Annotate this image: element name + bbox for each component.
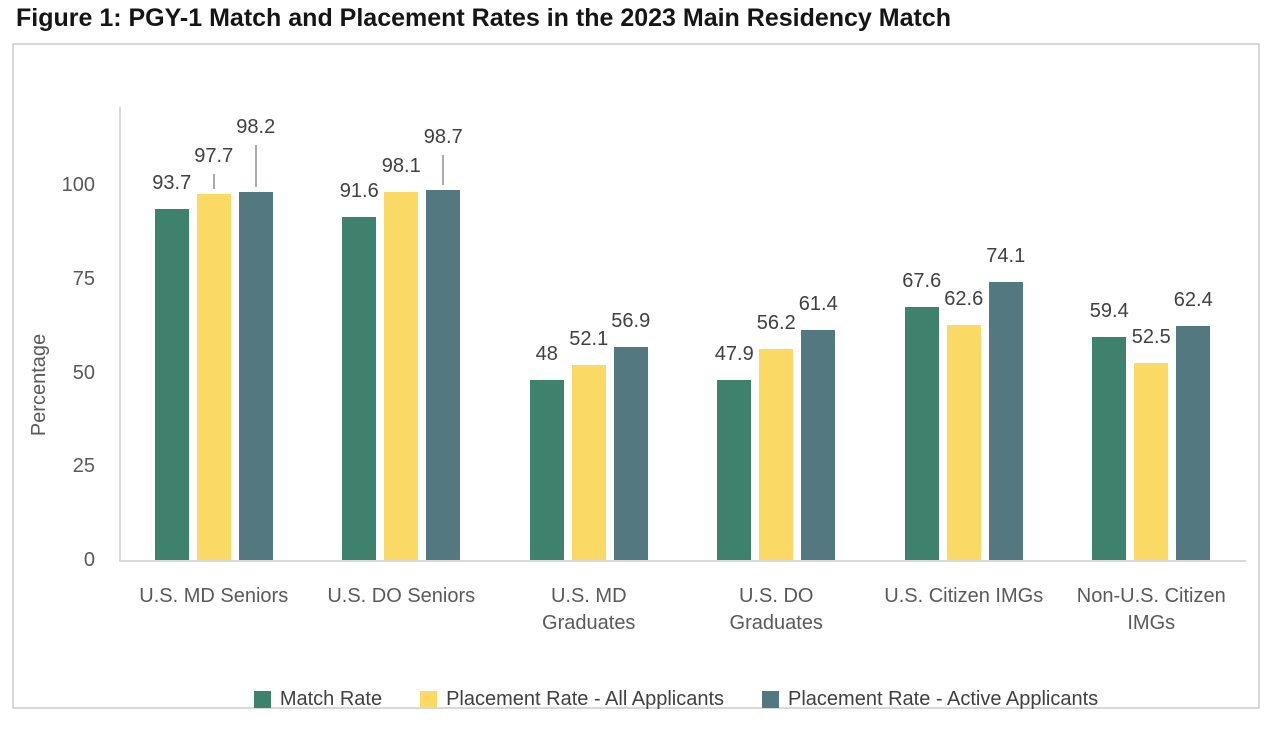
bar-value-label: 91.6 [339, 179, 379, 202]
data-label-leader-line [212, 173, 215, 189]
bar-value-label: 52.5 [1131, 326, 1171, 349]
bar-value-label: 62.4 [1173, 289, 1213, 311]
legend-swatch [420, 690, 438, 708]
bar-value-label: 67.6 [902, 269, 942, 292]
bar [384, 192, 419, 560]
bar-value-label: 48 [535, 343, 558, 365]
bar-value-label: 93.7 [152, 171, 192, 194]
bar-value-label: 61.4 [798, 292, 838, 315]
legend-item: Placement Rate - All Applicants [420, 688, 724, 711]
bar-value-label: 56.9 [611, 309, 651, 332]
bar [801, 329, 836, 560]
bar [1092, 337, 1127, 560]
x-axis-category-label: U.S. DO Graduates [729, 585, 823, 634]
bar [154, 208, 189, 560]
bar [1176, 326, 1211, 560]
bar-value-label: 74.1 [986, 245, 1026, 268]
bar [613, 346, 648, 560]
bar-value-label: 56.2 [756, 312, 796, 335]
bar [342, 216, 377, 560]
bar-value-label: 52.1 [569, 327, 609, 350]
x-axis-line [119, 560, 1246, 562]
bar-value-label: 47.9 [714, 343, 754, 366]
data-label-leader-line [442, 154, 445, 185]
bar [571, 364, 606, 560]
bar [529, 380, 564, 560]
bar [1134, 363, 1169, 560]
y-axis-tick-label: 50 [72, 361, 95, 384]
legend-label: Placement Rate - All Applicants [446, 687, 725, 710]
legend-label: Match Rate [279, 687, 383, 710]
bar [196, 193, 231, 560]
bar-value-label: 62.6 [944, 288, 984, 311]
bar-value-label: 59.4 [1089, 300, 1129, 323]
legend-item: Match Rate [253, 687, 383, 711]
y-axis-tick-label: 100 [61, 174, 95, 196]
y-axis-line [119, 107, 121, 562]
bar [426, 189, 461, 560]
bar [717, 380, 752, 560]
x-axis-category-label: U.S. Citizen IMGs [884, 585, 1044, 607]
bar-value-label: 98.7 [423, 125, 463, 148]
bar [904, 306, 939, 560]
x-axis-category-label: U.S. MD Graduates [542, 585, 636, 634]
chart-area: Percentage 0 25 50 75 100 93.7 91.6 48 47.9 67.6… [12, 43, 1260, 710]
bar-value-label: 98.1 [381, 155, 421, 178]
bar-value-label: 97.7 [194, 144, 234, 167]
legend: Match Rate Placement Rate - All Applicant… [54, 686, 1282, 712]
y-axis-tick-label: 75 [72, 267, 95, 290]
bar [759, 349, 794, 560]
figure-title: Figure 1: PGY-1 Match and Placement Rate… [16, 4, 952, 32]
legend-label: Placement Rate - Active Applicants [788, 687, 1099, 710]
bar [238, 191, 273, 560]
legend-swatch [253, 690, 271, 708]
legend-swatch [762, 690, 780, 708]
x-axis-category-label: U.S. DO Seniors [327, 585, 476, 607]
bar-value-label: 98.2 [236, 115, 276, 138]
legend-item: Placement Rate - Active Applicants [762, 688, 1098, 711]
x-axis-category-label: U.S. MD Seniors [139, 585, 289, 607]
y-axis-tick-label: 0 [83, 549, 95, 571]
y-axis-tick-label: 25 [72, 455, 95, 478]
data-label-leader-line [254, 144, 257, 187]
bar [946, 325, 981, 560]
bar [988, 282, 1023, 560]
x-axis-category-label: Non-U.S. Citizen IMGs [1076, 585, 1226, 634]
